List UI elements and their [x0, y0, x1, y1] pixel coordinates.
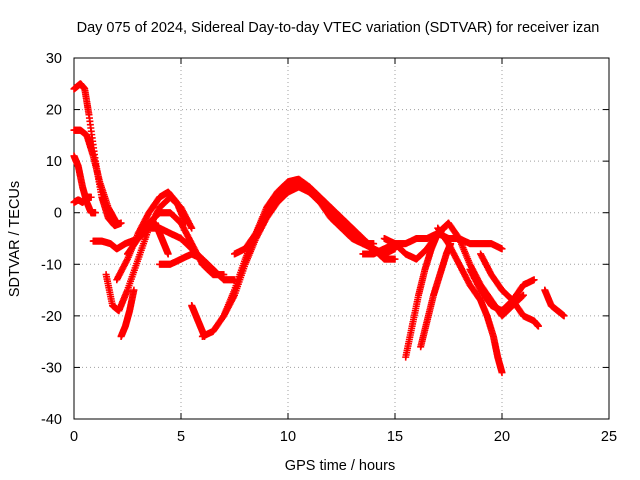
plot-frame	[73, 57, 610, 420]
grid	[74, 58, 609, 419]
y-tick-label: -10	[41, 257, 62, 273]
series-arc-2	[70, 126, 121, 227]
x-tick-label: 0	[70, 429, 78, 445]
data-point	[440, 224, 448, 232]
axis-ticks: 0 5 10 15 20 25 -40 -30 -20 -10 0 10 20 30	[41, 51, 617, 445]
series-arc-20	[434, 224, 506, 377]
series-arc-4	[70, 193, 95, 206]
data-point	[530, 276, 538, 284]
series-arc-13	[198, 175, 399, 340]
series-arc-8	[117, 286, 138, 340]
x-tick-label: 25	[601, 429, 617, 445]
chart-title: Day 075 of 2024, Sidereal Day-to-day VTE…	[77, 20, 600, 36]
x-tick-label: 20	[494, 429, 510, 445]
y-tick-label: -30	[41, 360, 62, 376]
series-arc-1	[70, 80, 125, 230]
y-tick-label: -20	[41, 309, 62, 325]
y-tick-label: 30	[46, 51, 62, 67]
x-tick-label: 15	[387, 429, 403, 445]
data-point	[87, 193, 95, 201]
series-arc-21	[466, 265, 538, 315]
series-arc-15	[231, 178, 378, 258]
series-arc-11	[151, 219, 172, 258]
data-point	[164, 250, 172, 258]
data-point	[130, 286, 138, 294]
series-arc-7	[113, 188, 189, 284]
series-arc-12	[188, 302, 209, 340]
data-point	[188, 224, 196, 232]
data-point	[370, 240, 378, 248]
series-arc-10	[156, 250, 238, 284]
x-tick-label: 10	[280, 429, 296, 445]
y-tick-label: 20	[46, 103, 62, 119]
data-point	[391, 255, 399, 263]
data-point	[560, 312, 568, 320]
data-point	[91, 209, 99, 217]
data-point	[113, 219, 121, 227]
data-point	[519, 291, 527, 299]
data-marks	[70, 80, 568, 377]
series-arc-23	[530, 317, 542, 330]
y-tick-label: 0	[54, 206, 62, 222]
x-axis-label: GPS time / hours	[285, 458, 395, 474]
series-arc-24	[541, 286, 568, 320]
data-point	[534, 322, 542, 330]
data-point	[498, 245, 506, 253]
y-tick-label: -40	[41, 412, 62, 428]
y-axis-label: SDTVAR / TECUs	[7, 181, 23, 297]
x-tick-label: 5	[177, 429, 185, 445]
data-point	[498, 369, 506, 377]
y-tick-label: 10	[46, 154, 62, 170]
